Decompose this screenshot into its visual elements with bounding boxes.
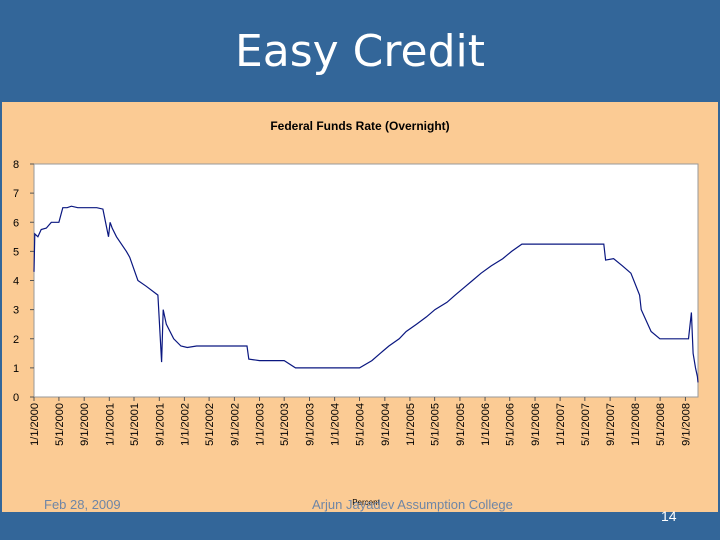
y-tick-label: 1 [13,363,19,375]
x-tick-label: 1/1/2008 [630,403,642,446]
x-tick-label: 1/1/2006 [480,403,492,446]
y-tick-label: 7 [13,188,19,200]
slide-number: 14 [661,508,677,524]
x-tick-label: 1/1/2002 [179,403,191,446]
y-tick-label: 0 [13,392,19,404]
footer-credit: Arjun Jayadev Assumption College [312,497,513,512]
x-tick-label: 5/1/2001 [129,403,141,446]
x-tick-label: 9/1/2005 [455,403,467,446]
y-axis: 0 1 2 3 4 5 6 7 8 [13,159,34,404]
x-tick-label: 5/1/2003 [279,403,291,446]
x-tick-label: 1/1/2004 [330,403,342,446]
x-tick-label: 5/1/2000 [54,403,66,446]
x-tick-label: 9/1/2007 [605,403,617,446]
x-axis-label: Percent [352,498,380,507]
plot-area [33,163,699,398]
y-tick-label: 4 [13,276,19,288]
series-line-fed-funds [33,205,699,383]
fed-funds-chart: Federal Funds Rate (Overnight) 0 1 2 3 4 5 6 7 8… [13,119,699,507]
x-tick-label: 9/1/2000 [79,403,91,446]
x-tick-label: 9/1/2002 [229,403,241,446]
x-tick-label: 1/1/2001 [104,403,116,446]
x-tick-label: 1/1/2007 [555,403,567,446]
slide-title: Easy Credit [234,26,486,77]
x-tick-label: 9/1/2008 [680,403,692,446]
y-tick-label: 6 [13,217,19,229]
x-tick-label: 9/1/2004 [380,403,392,446]
footer-date: Feb 28, 2009 [44,497,121,512]
x-axis: 1/1/2000 5/1/2000 9/1/2000 1/1/2001 5/1/2001… [29,397,692,446]
x-tick-label: 5/1/2006 [505,403,517,446]
x-tick-label: 9/1/2001 [154,403,166,446]
x-tick-label: 1/1/2005 [405,403,417,446]
x-tick-label: 9/1/2003 [305,403,317,446]
y-tick-label: 8 [13,159,19,171]
chart-title: Federal Funds Rate (Overnight) [270,119,449,133]
x-tick-label: 1/1/2000 [29,403,41,446]
x-tick-label: 5/1/2008 [655,403,667,446]
x-tick-label: 9/1/2006 [530,403,542,446]
x-tick-label: 1/1/2003 [255,403,267,446]
x-tick-label: 5/1/2005 [430,403,442,446]
y-tick-label: 5 [13,246,19,258]
x-tick-label: 5/1/2002 [204,403,216,446]
chart-panel: Federal Funds Rate (Overnight) 0 1 2 3 4 5 6 7 8… [2,102,718,512]
y-tick-label: 3 [13,305,19,317]
x-tick-label: 5/1/2004 [355,403,367,446]
y-tick-label: 2 [13,334,19,346]
x-tick-label: 5/1/2007 [580,403,592,446]
